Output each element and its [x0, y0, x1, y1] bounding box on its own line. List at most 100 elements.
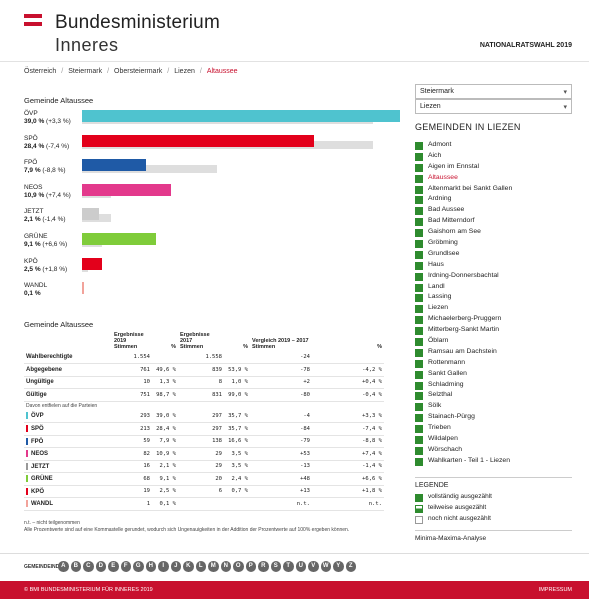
gemeinde-item[interactable]: Grundlsee: [415, 249, 575, 260]
index-letter-o[interactable]: O: [233, 561, 244, 572]
party-pct-value: 9,1 %: [24, 241, 41, 248]
bundesland-select[interactable]: Steiermark ▾: [415, 84, 572, 99]
index-letter-u[interactable]: U: [295, 561, 306, 572]
party-pct-delta: (-8,8 %): [40, 167, 66, 175]
gemeinde-item[interactable]: Liezen: [415, 303, 575, 314]
status-square-icon: [415, 392, 423, 401]
gemeinde-item[interactable]: Admont: [415, 140, 575, 151]
gemeinde-item[interactable]: Bad Mitterndorf: [415, 216, 575, 227]
gemeinde-item[interactable]: Mitterberg-Sankt Martin: [415, 325, 575, 336]
breadcrumb-item-oesterreich[interactable]: Österreich: [24, 68, 57, 75]
impressum-link[interactable]: IMPRESSUM: [538, 587, 572, 593]
bar-row: WANDL 0,1 %: [24, 282, 384, 304]
index-letter-t[interactable]: T: [283, 561, 294, 572]
gemeinde-item[interactable]: Bad Aussee: [415, 205, 575, 216]
gemeinde-item[interactable]: Schladming: [415, 380, 575, 391]
index-letter-l[interactable]: L: [195, 561, 206, 572]
gemeinde-item[interactable]: Michaelerberg-Pruggern: [415, 314, 575, 325]
austria-flag-logo[interactable]: [24, 14, 42, 26]
index-letter-a[interactable]: A: [58, 561, 69, 572]
index-letter-i[interactable]: I: [158, 561, 169, 572]
minima-maxima-link[interactable]: Minima-Maxima-Analyse: [415, 535, 487, 542]
index-letter-n[interactable]: N: [220, 561, 231, 572]
breadcrumb-item-current: Altaussee: [206, 68, 238, 75]
cell-dp: +7,4 %: [312, 447, 384, 461]
breadcrumb-item-steiermark[interactable]: Steiermark: [68, 68, 103, 75]
bar-label: NEOS 10,9 % (+7,4 %): [24, 184, 71, 200]
gemeinde-item[interactable]: Rottenmann: [415, 358, 575, 369]
gemeinde-item[interactable]: Irdning-Donnersbachtal: [415, 271, 575, 282]
table-subheading: Davon entfielen auf die Parteien: [26, 402, 98, 409]
index-letter-k[interactable]: K: [183, 561, 194, 572]
gemeinde-item[interactable]: Gaishorn am See: [415, 227, 575, 238]
cell-label: WANDL: [24, 497, 112, 511]
party-name: WANDL: [24, 282, 48, 290]
cell-p17: 0,7 %: [224, 485, 250, 498]
index-letter-c[interactable]: C: [83, 561, 94, 572]
cell-s17: 297: [178, 422, 224, 436]
gemeinde-item[interactable]: Wahlkarten - Teil 1 - Liezen: [415, 456, 575, 467]
gemeinde-item[interactable]: Öblarn: [415, 336, 575, 347]
gemeinde-item[interactable]: Altenmarkt bei Sankt Gallen: [415, 184, 575, 195]
gemeinde-item[interactable]: Lassing: [415, 292, 575, 303]
gemeinde-item[interactable]: Wörschach: [415, 445, 575, 456]
party-pct: 0,1 %: [24, 290, 47, 298]
gemeinde-item[interactable]: Haus: [415, 260, 575, 271]
party-name: ÖVP: [24, 110, 38, 117]
cell-d: -4: [250, 410, 312, 423]
cell-p19: 1,3 %: [152, 376, 178, 389]
cell-s19: 16: [112, 460, 152, 473]
party-pct-delta: (+3,3 %): [44, 118, 71, 125]
gemeinde-item[interactable]: Stainach-Pürgg: [415, 412, 575, 423]
index-letter-r[interactable]: R: [258, 561, 269, 572]
breadcrumb-item-liezen[interactable]: Liezen: [174, 68, 195, 75]
gemeinde-item[interactable]: Ramsau am Dachstein: [415, 347, 575, 358]
gemeinde-item[interactable]: Selzthal: [415, 390, 575, 401]
index-letter-p[interactable]: P: [245, 561, 256, 572]
index-letter-j[interactable]: J: [170, 561, 181, 572]
ministry-name-line2[interactable]: Inneres: [55, 35, 119, 55]
cell-s17: 8: [178, 376, 224, 389]
gemeinde-item[interactable]: Sankt Gallen: [415, 369, 575, 380]
cell-label: KPÖ: [24, 485, 112, 498]
cell-d: +2: [250, 376, 312, 389]
header-divider: [0, 61, 589, 62]
bezirk-select[interactable]: Liezen ▾: [415, 99, 572, 114]
cell-p17: 35,7 %: [224, 410, 250, 423]
index-letter-b[interactable]: B: [70, 561, 81, 572]
gemeinde-item[interactable]: Landl: [415, 282, 575, 293]
gemeinde-item[interactable]: Aigen im Ennstal: [415, 162, 575, 173]
party-label: JETZT: [31, 463, 50, 470]
gemeinde-item[interactable]: Gröbming: [415, 238, 575, 249]
gemeinde-item[interactable]: Trieben: [415, 423, 575, 434]
status-square-icon: [415, 240, 423, 249]
gemeinde-item[interactable]: Wildalpen: [415, 434, 575, 445]
index-letter-w[interactable]: W: [320, 561, 331, 572]
index-letter-s[interactable]: S: [270, 561, 281, 572]
ministry-name-line1[interactable]: Bundesministerium: [55, 12, 220, 33]
gemeinde-item[interactable]: Aich: [415, 151, 575, 162]
status-square-icon: [415, 414, 423, 423]
header-2019-pct: %: [171, 344, 176, 350]
header-2017: Ergebnisse 2017 Stimmen: [180, 332, 210, 350]
index-letter-f[interactable]: F: [120, 561, 131, 572]
gemeinde-item[interactable]: Altaussee: [415, 173, 575, 184]
index-letter-e[interactable]: E: [108, 561, 119, 572]
index-letter-g[interactable]: G: [133, 561, 144, 572]
party-label: ÖVP: [31, 413, 44, 420]
cell-p17: 3,5 %: [224, 460, 250, 473]
party-color-marker: [26, 500, 28, 508]
index-letter-d[interactable]: D: [95, 561, 106, 572]
gemeinde-item[interactable]: Ardning: [415, 194, 575, 205]
gemeinde-name: Altenmarkt bei Sankt Gallen: [428, 184, 513, 192]
cell-p19: 7,9 %: [152, 435, 178, 448]
cell-s19: 1: [112, 497, 152, 511]
index-letter-m[interactable]: M: [208, 561, 219, 572]
index-letter-z[interactable]: Z: [345, 561, 356, 572]
index-letter-y[interactable]: Y: [333, 561, 344, 572]
gemeinde-item[interactable]: Sölk: [415, 401, 575, 412]
party-label: WANDL: [31, 501, 53, 508]
index-letter-h[interactable]: H: [145, 561, 156, 572]
breadcrumb-item-obersteiermark[interactable]: Obersteiermark: [114, 68, 163, 75]
index-letter-v[interactable]: V: [308, 561, 319, 572]
